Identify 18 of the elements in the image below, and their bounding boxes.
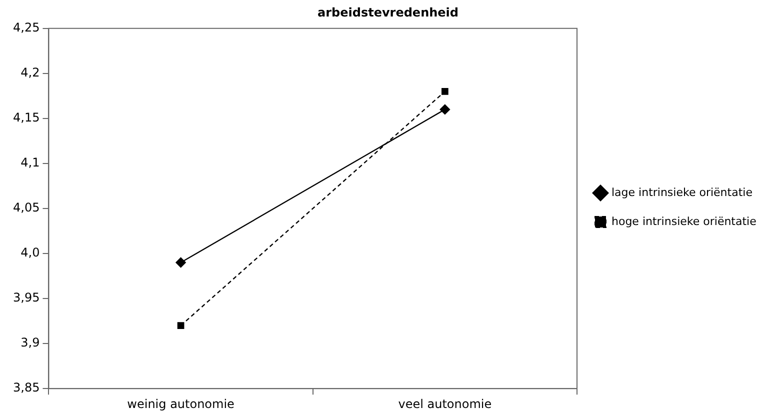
legend-label: hoge intrinsieke oriëntatie: [612, 214, 757, 228]
y-tick-label: 3,85: [13, 380, 40, 395]
y-tick-label: 4,0: [20, 246, 40, 260]
legend-label: lage intrinsieke oriëntatie: [612, 186, 753, 199]
y-tick-label: 4,2: [20, 66, 40, 80]
y-tick-label: 3,95: [13, 290, 40, 305]
point: [440, 104, 450, 115]
x-tick-label: veel autonomie: [398, 396, 492, 411]
point: [442, 88, 448, 95]
y-tick-label: 4,05: [13, 200, 40, 215]
x-tick-label: weinig autonomie: [127, 396, 234, 411]
y-tick-label: 3,9: [20, 336, 40, 350]
point: [176, 257, 186, 268]
y-tick-label: 4,15: [13, 110, 40, 125]
y-tick-label: 4,1: [20, 156, 40, 170]
y-tick-label: 4,25: [13, 20, 40, 35]
point: [177, 322, 184, 329]
chart-title: arbeidstevredenheid: [318, 5, 458, 20]
